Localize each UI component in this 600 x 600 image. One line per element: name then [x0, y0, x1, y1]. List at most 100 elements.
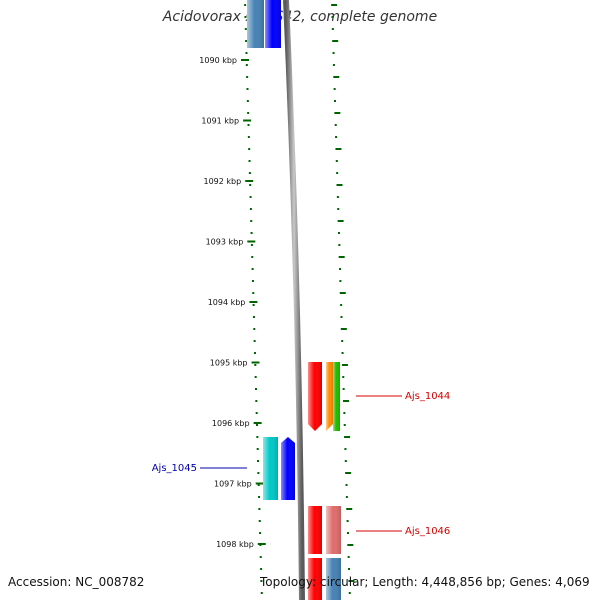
track-dot: [244, 4, 247, 6]
track-dot: [260, 580, 263, 582]
gene-cyan[interactable]: [263, 437, 278, 500]
genome-backbone: [283, 0, 305, 600]
track-dot: [250, 220, 253, 222]
track-dot: [259, 532, 262, 534]
track-dot: [251, 280, 254, 282]
track-dot: [345, 496, 348, 498]
track-dot: [258, 496, 261, 498]
track-dot: [257, 484, 260, 486]
track-dot: [256, 424, 259, 426]
track-dot: [333, 88, 336, 90]
track-dot: [255, 400, 258, 402]
track-dot: [346, 508, 353, 510]
track-dot: [341, 364, 348, 366]
track-dot: [332, 64, 335, 66]
track-dot: [335, 160, 338, 162]
track-dot: [334, 112, 341, 114]
tick-label: 1098 kbp: [216, 540, 254, 549]
track-dot: [341, 352, 344, 354]
track-dot: [253, 328, 256, 330]
track-dot: [247, 124, 250, 126]
tick-label: 1093 kbp: [206, 238, 244, 247]
track-dot: [336, 196, 339, 198]
scale-ticks: 1090 kbp 1091 kbp 1092 kbp 1093 kbp 1094 kbp…: [199, 56, 266, 549]
track-dot: [344, 460, 347, 462]
label-ajs-1044[interactable]: Ajs_1044: [405, 391, 450, 402]
track-dot: [254, 388, 257, 390]
gene-red-lower[interactable]: [308, 506, 322, 554]
track-dot: [246, 76, 249, 78]
track-dot: [248, 172, 251, 174]
track-dot: [257, 460, 260, 462]
track-dot: [247, 112, 250, 114]
track-dot: [260, 568, 263, 570]
track-dot: [338, 244, 341, 246]
gene-ajs-1046-pink[interactable]: [326, 506, 341, 554]
track-dot: [342, 388, 345, 390]
track-dot: [331, 28, 334, 30]
track-dot: [256, 448, 259, 450]
track-dot: [348, 592, 351, 594]
track-dot: [340, 328, 347, 330]
track-dot: [340, 304, 343, 306]
track-dot: [245, 64, 248, 66]
track-dot: [256, 436, 259, 438]
track-dot: [249, 208, 252, 210]
track-dot: [345, 484, 348, 486]
accession-text: Accession: NC_008782: [8, 575, 145, 589]
track-dot: [250, 244, 253, 246]
tick-label: 1090 kbp: [199, 56, 237, 65]
track-dot: [340, 316, 343, 318]
track-dot: [331, 16, 334, 18]
track-dot: [251, 256, 254, 258]
gene-bottom-steel[interactable]: [326, 558, 341, 600]
gene-top-right[interactable]: [265, 0, 281, 48]
track-dot: [334, 124, 337, 126]
tick-label: 1094 kbp: [208, 298, 246, 307]
track-dot: [249, 196, 252, 198]
track-dot: [336, 184, 343, 186]
track-dot: [344, 436, 351, 438]
gene-top-left[interactable]: [247, 0, 264, 48]
track-dot: [347, 544, 354, 546]
map-title: Acidovorax sp. JS42, complete genome: [162, 9, 438, 25]
track-dot: [345, 472, 352, 474]
track-dot: [348, 580, 355, 582]
track-dot: [260, 592, 263, 594]
gene-bottom-red[interactable]: [308, 558, 322, 600]
label-ajs-1045[interactable]: Ajs_1045: [152, 463, 197, 474]
track-dot: [341, 340, 344, 342]
gene-orange[interactable]: [326, 362, 333, 431]
track-dot: [258, 520, 261, 522]
label-ajs-1046[interactable]: Ajs_1046: [405, 526, 450, 537]
track-dot: [339, 268, 342, 270]
track-dot: [336, 172, 339, 174]
track-dot: [259, 556, 262, 558]
track-dot: [334, 100, 336, 102]
tick-label: 1091 kbp: [201, 117, 239, 126]
track-dot: [337, 232, 340, 234]
track-dot: [337, 208, 340, 210]
gene-ajs-1045-blue[interactable]: [281, 437, 295, 500]
track-dot: [332, 40, 339, 42]
track-dot: [343, 400, 349, 402]
track-dot: [249, 184, 252, 186]
track-dot: [247, 136, 250, 138]
track-dot: [252, 316, 255, 318]
track-dot: [248, 148, 251, 150]
track-dot: [253, 340, 256, 342]
track-dot: [254, 376, 257, 378]
track-dot: [347, 556, 350, 558]
track-dot: [343, 424, 346, 426]
tick-label: 1095 kbp: [210, 359, 248, 368]
track-dot: [244, 28, 247, 30]
gene-ajs-1044-red[interactable]: [308, 362, 322, 431]
track-dot: [255, 412, 258, 414]
track-dot: [337, 220, 344, 222]
left-tick-track: [244, 4, 263, 594]
track-dot: [246, 100, 249, 102]
gene-green[interactable]: [333, 362, 340, 431]
track-dot: [342, 376, 345, 378]
right-tick-track: [331, 4, 355, 594]
